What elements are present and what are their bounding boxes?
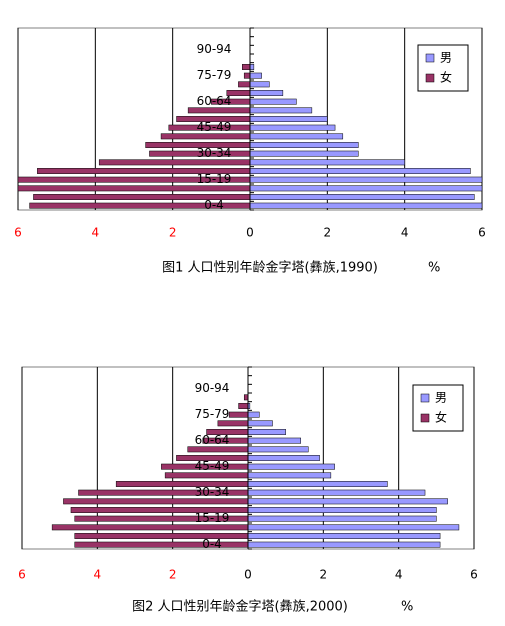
bar bbox=[247, 524, 460, 531]
bar bbox=[249, 185, 483, 192]
bar bbox=[74, 541, 249, 548]
bar bbox=[249, 81, 270, 88]
x-tick-label: 2 bbox=[169, 226, 177, 240]
legend bbox=[412, 384, 464, 432]
category-label: 45-49 bbox=[197, 120, 232, 134]
bar bbox=[249, 202, 483, 209]
bar bbox=[247, 541, 441, 548]
bar bbox=[249, 133, 344, 140]
bar bbox=[249, 90, 284, 96]
bar bbox=[247, 411, 260, 418]
category-label: 0-4 bbox=[204, 198, 224, 212]
bar bbox=[247, 472, 332, 479]
bar bbox=[98, 159, 251, 166]
category-label: 15-19 bbox=[195, 511, 230, 525]
bar bbox=[51, 524, 249, 531]
bar bbox=[247, 463, 335, 470]
bar bbox=[247, 498, 448, 505]
x-tick-label: 6 bbox=[14, 226, 22, 240]
category-label: 60-64 bbox=[197, 94, 232, 108]
bar bbox=[17, 185, 251, 192]
category-label: 75-79 bbox=[197, 68, 232, 82]
bar bbox=[247, 533, 441, 539]
category-label: 30-34 bbox=[197, 146, 232, 160]
bar bbox=[249, 194, 475, 200]
category-label: 90-94 bbox=[197, 42, 232, 56]
category-label: 75-79 bbox=[195, 407, 230, 421]
bar bbox=[217, 420, 249, 427]
bar bbox=[243, 394, 249, 401]
bar bbox=[249, 72, 262, 79]
x-tick-label: 4 bbox=[94, 568, 102, 582]
bar bbox=[247, 446, 309, 453]
x-tick-label: 0 bbox=[246, 226, 254, 240]
x-axis-label: % bbox=[428, 261, 440, 276]
bar bbox=[247, 429, 286, 435]
bar bbox=[160, 133, 251, 140]
x-tick-label: 6 bbox=[470, 568, 478, 582]
bar bbox=[249, 124, 336, 131]
x-tick-label: 2 bbox=[320, 568, 328, 582]
bar bbox=[74, 533, 249, 539]
x-tick-label: 4 bbox=[92, 226, 100, 240]
x-tick-label: 4 bbox=[401, 226, 409, 240]
bar bbox=[249, 168, 471, 174]
legend-label: 男 bbox=[440, 51, 452, 65]
x-axis-label: % bbox=[401, 600, 413, 615]
x-tick-label: 6 bbox=[18, 568, 26, 582]
bar bbox=[63, 498, 249, 505]
category-label: 30-34 bbox=[195, 485, 230, 499]
bar bbox=[228, 411, 249, 418]
bar bbox=[247, 507, 437, 513]
bar bbox=[249, 116, 328, 122]
bar bbox=[247, 489, 426, 496]
bar bbox=[249, 98, 297, 105]
legend-label: 女 bbox=[440, 70, 452, 85]
bar bbox=[249, 150, 359, 157]
bar bbox=[247, 420, 273, 427]
bar bbox=[247, 481, 388, 487]
bar bbox=[249, 107, 313, 114]
legend-swatch bbox=[420, 413, 430, 423]
category-label: 15-19 bbox=[197, 172, 232, 186]
bar bbox=[187, 107, 251, 114]
bar bbox=[247, 515, 437, 522]
bar bbox=[242, 64, 251, 70]
bar bbox=[249, 142, 359, 148]
legend-swatch bbox=[425, 73, 435, 83]
x-tick-label: 2 bbox=[169, 568, 177, 582]
bar bbox=[249, 176, 483, 183]
chart-title: 图1 人口性别年龄金字塔(彝族,1990) bbox=[162, 260, 378, 276]
category-label: 60-64 bbox=[195, 433, 230, 447]
legend-label: 女 bbox=[435, 410, 447, 425]
bar bbox=[238, 403, 249, 409]
bar bbox=[243, 72, 251, 79]
bar bbox=[247, 455, 320, 461]
x-tick-label: 6 bbox=[478, 226, 486, 240]
legend-swatch bbox=[425, 53, 435, 63]
bar bbox=[249, 64, 255, 70]
category-label: 90-94 bbox=[195, 381, 230, 395]
bar bbox=[164, 472, 249, 479]
bar bbox=[249, 159, 405, 166]
x-tick-label: 2 bbox=[324, 226, 332, 240]
bar bbox=[238, 81, 251, 88]
x-tick-label: 4 bbox=[395, 568, 403, 582]
chart-title: 图2 人口性别年龄金字塔(彝族,2000) bbox=[132, 599, 348, 615]
legend-swatch bbox=[420, 393, 430, 403]
bar bbox=[247, 437, 301, 444]
legend-label: 男 bbox=[435, 391, 447, 405]
category-label: 45-49 bbox=[195, 459, 230, 473]
category-label: 0-4 bbox=[202, 537, 222, 551]
x-tick-label: 0 bbox=[244, 568, 252, 582]
legend bbox=[417, 44, 469, 92]
bar bbox=[187, 446, 249, 453]
